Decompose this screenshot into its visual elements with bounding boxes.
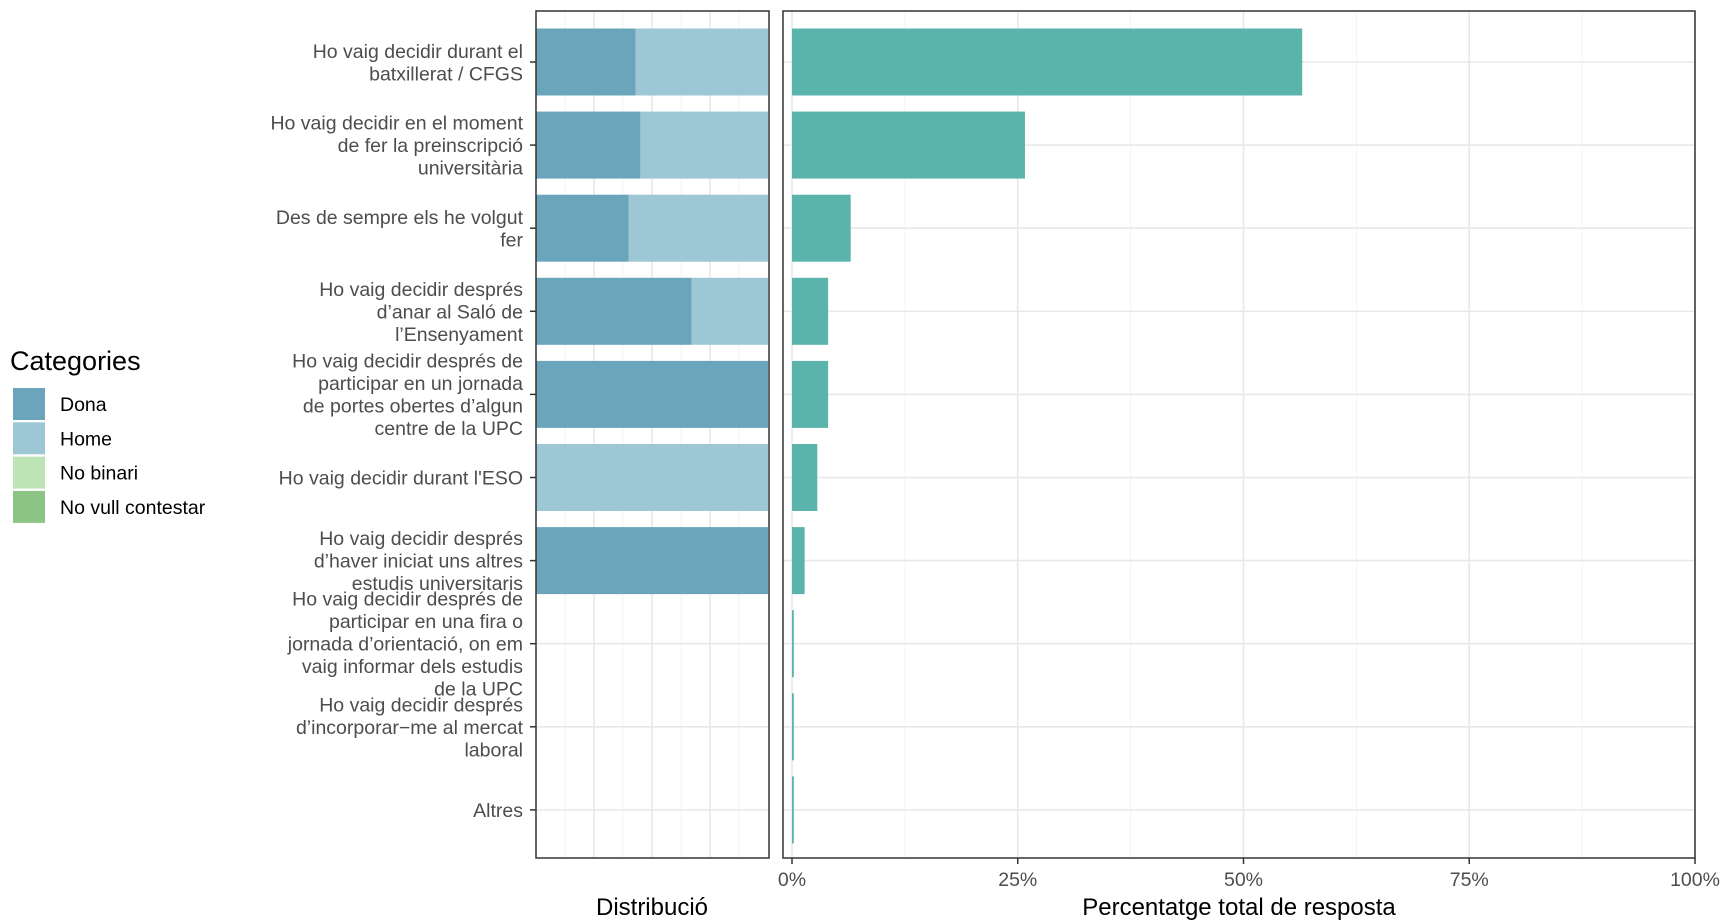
distribution-panel: Ho vaig decidir durant el batxillerat / C… xyxy=(270,10,770,920)
dist-bar-home xyxy=(536,444,768,511)
pct-bar xyxy=(792,776,794,844)
dist-bar-dona xyxy=(536,527,768,595)
distribution-frame xyxy=(535,10,770,859)
legend-label: Home xyxy=(60,428,112,450)
dist-bar-home xyxy=(635,28,768,96)
legend-swatch xyxy=(13,456,45,489)
category-label-line: Ho vaig decidir en el moment xyxy=(270,113,523,135)
category-label-line: Des de sempre els he volgut xyxy=(276,207,524,229)
category-label-line: de la UPC xyxy=(434,679,523,701)
category-label-line: d’incorporar−me al mercat xyxy=(296,717,524,739)
category-label-line: vaig informar dels estudis xyxy=(302,656,523,678)
dist-bar-dona xyxy=(536,277,692,345)
category-label-line: participar en un jornada xyxy=(318,373,523,395)
category-labels: Ho vaig decidir durant el batxillerat / C… xyxy=(270,41,536,822)
dist-bar-home xyxy=(640,111,768,179)
category-label-line: Ho vaig decidir durant l'ESO xyxy=(279,468,523,490)
category-label-line: centre de la UPC xyxy=(375,418,524,440)
dist-bar-dona xyxy=(536,360,768,428)
pct-bar xyxy=(792,111,1025,179)
pct-tick-label: 100% xyxy=(1670,869,1720,891)
dist-bar-dona xyxy=(536,194,629,262)
category-label-line: batxillerat / CFGS xyxy=(369,63,523,85)
pct-tick-label: 50% xyxy=(1224,869,1263,891)
pct-tick-label: 75% xyxy=(1450,869,1489,891)
legend: Categories Dona Home No binari No vull cont… xyxy=(10,346,206,523)
category-label-line: universitària xyxy=(418,158,523,180)
dist-bar-home xyxy=(691,277,768,345)
distribution-bars xyxy=(536,28,768,595)
category-label-line: jornada d’orientació, on em xyxy=(287,634,523,656)
category-label: Ho vaig decidir durant l'ESO xyxy=(279,468,523,490)
category-label-line: de portes obertes d’algun xyxy=(303,396,523,418)
category-label: Ho vaig decidir després d’haver iniciat u… xyxy=(314,528,523,595)
pct-tick-label: 0% xyxy=(778,869,806,891)
category-label-line: laboral xyxy=(464,739,523,761)
legend-title: Categories xyxy=(10,346,141,376)
category-label-line: fer xyxy=(500,229,523,251)
category-label: Ho vaig decidir en el moment de fer la pr… xyxy=(270,113,523,180)
pct-tick-label: 25% xyxy=(998,869,1037,891)
category-label-line: l’Ensenyament xyxy=(395,324,523,346)
category-label-line: de fer la preinscripció xyxy=(338,135,523,157)
legend-swatch xyxy=(13,388,45,420)
legend-swatch xyxy=(13,490,45,523)
dist-bar-dona xyxy=(536,111,641,179)
category-label: Ho vaig decidir després de participar en … xyxy=(287,589,523,701)
category-label: Ho vaig decidir durant el batxillerat / C… xyxy=(313,41,523,86)
category-label-line: estudis universitaris xyxy=(352,573,523,595)
pct-bar xyxy=(792,277,829,345)
legend-label: No vull contestar xyxy=(60,497,206,519)
pct-bar xyxy=(792,194,851,262)
pct-bar xyxy=(792,360,829,428)
dist-bar-home xyxy=(628,194,768,262)
pct-bar xyxy=(792,693,794,761)
category-label: Ho vaig decidir després de participar en … xyxy=(292,351,523,441)
category-label-line: d’haver iniciat uns altres xyxy=(314,551,523,573)
category-label-line: Ho vaig decidir després xyxy=(319,279,523,301)
category-label-line: d’anar al Saló de xyxy=(377,301,523,323)
legend-items: Dona Home No binari No vull contestar xyxy=(13,388,206,523)
category-label: Altres xyxy=(473,800,523,822)
percentage-frame xyxy=(782,10,1696,859)
category-label-line: Altres xyxy=(473,800,523,822)
category-label-line: Ho vaig decidir durant el xyxy=(313,41,523,63)
legend-swatch xyxy=(13,422,45,455)
category-label-line: participar en una fira o xyxy=(329,611,523,633)
percentage-panel: 0% 25% 50% 75% 100% Percentatge total de res… xyxy=(778,10,1720,920)
percentage-bars xyxy=(792,28,1303,844)
legend-label: No binari xyxy=(60,463,138,485)
legend-label: Dona xyxy=(60,394,107,416)
category-label-line: Ho vaig decidir després xyxy=(319,528,523,550)
category-label-line: Ho vaig decidir després de xyxy=(292,589,523,611)
percentage-ticks: 0% 25% 50% 75% 100% xyxy=(778,858,1720,891)
category-label-line: Ho vaig decidir després xyxy=(319,694,523,716)
category-label: Des de sempre els he volgut fer xyxy=(276,207,524,252)
pct-bar xyxy=(792,527,805,595)
pct-bar xyxy=(792,610,794,678)
category-label: Ho vaig decidir després d’anar al Saló de… xyxy=(319,279,523,346)
distribution-axis-title: Distribució xyxy=(596,894,708,920)
pct-bar xyxy=(792,28,1303,96)
category-label-line: Ho vaig decidir després de xyxy=(292,351,523,373)
dist-bar-dona xyxy=(536,28,636,96)
pct-bar xyxy=(792,444,818,511)
category-label: Ho vaig decidir després d’incorporar−me a… xyxy=(296,694,524,761)
percentage-axis-title: Percentatge total de resposta xyxy=(1082,894,1396,920)
